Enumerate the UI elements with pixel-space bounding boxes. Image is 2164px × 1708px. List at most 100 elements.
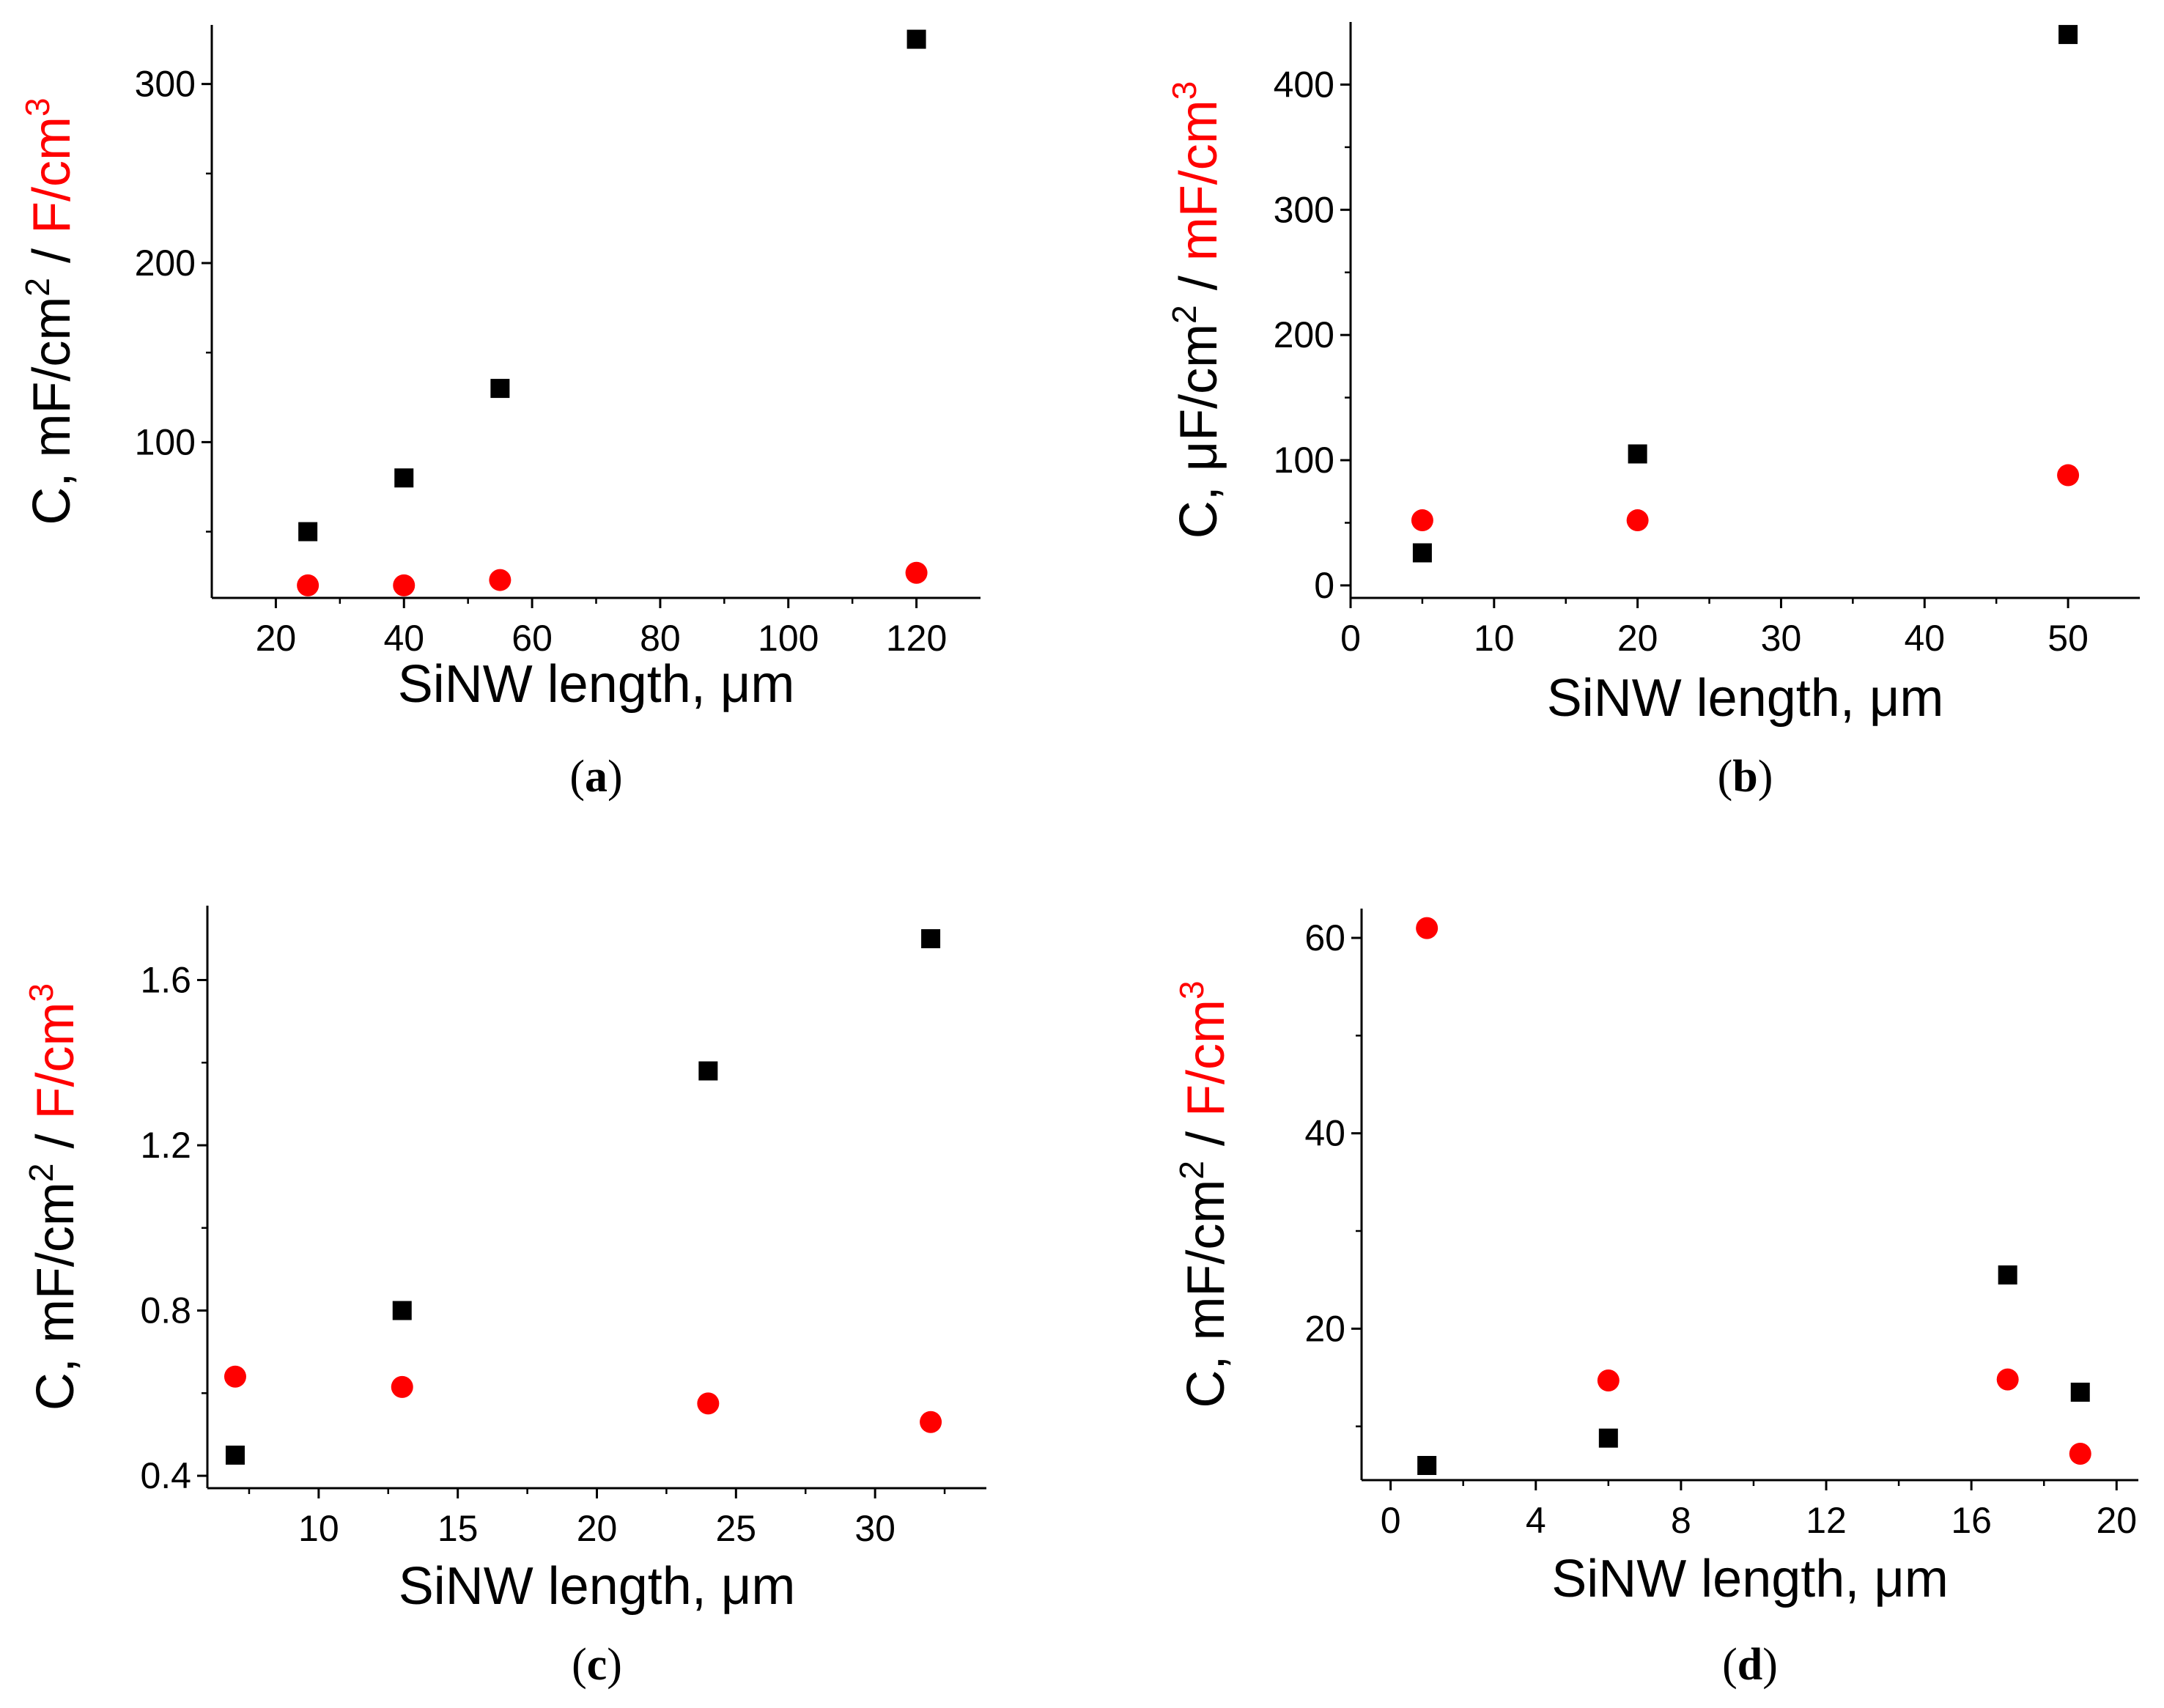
data-point-square bbox=[1998, 1265, 2017, 1284]
caption-paren-open: ( bbox=[569, 752, 585, 802]
x-tick-label: 8 bbox=[1671, 1500, 1691, 1541]
x-tick-label: 40 bbox=[1904, 618, 1945, 659]
x-tick-label: 30 bbox=[854, 1508, 895, 1549]
x-axis-label: SiNW length, μm bbox=[398, 655, 795, 714]
data-point-square bbox=[1412, 543, 1432, 563]
y-label-secondary-sup: 3 bbox=[1173, 980, 1211, 999]
x-tick-label: 120 bbox=[886, 618, 947, 659]
x-tick-label: 0 bbox=[1381, 1500, 1401, 1541]
y-label-primary-sup: 2 bbox=[22, 1164, 60, 1183]
panel-caption: (b) bbox=[1718, 752, 1773, 802]
x-axis-label: SiNW length, μm bbox=[399, 1557, 796, 1616]
y-label-separator: / bbox=[1170, 261, 1228, 305]
y-axis-label: C, μF/cm2 / mF/cm3 bbox=[1165, 81, 1228, 539]
x-axis-label: SiNW length, μm bbox=[1547, 669, 1944, 728]
caption-paren-close: ) bbox=[607, 1640, 622, 1690]
data-point-circle bbox=[1597, 1369, 1620, 1391]
panel-caption: (d) bbox=[1722, 1640, 1778, 1690]
data-point-circle bbox=[1626, 509, 1649, 532]
y-tick-label: 100 bbox=[1274, 440, 1334, 481]
caption-paren-open: ( bbox=[1722, 1640, 1738, 1690]
data-point-circle bbox=[1411, 509, 1433, 532]
y-tick-label: 300 bbox=[1274, 189, 1334, 230]
x-tick-label: 4 bbox=[1526, 1500, 1546, 1541]
y-tick-label: 40 bbox=[1304, 1113, 1345, 1154]
y-label-primary: C, μF/cm bbox=[1170, 324, 1228, 539]
x-tick-label: 25 bbox=[716, 1508, 757, 1549]
y-axis-label: C, mF/cm2 / F/cm3 bbox=[1173, 980, 1236, 1408]
data-point-circle bbox=[905, 561, 928, 584]
x-tick-label: 20 bbox=[1617, 618, 1658, 659]
y-tick-label: 400 bbox=[1274, 64, 1334, 105]
data-point-square bbox=[298, 522, 318, 541]
data-point-circle bbox=[489, 569, 512, 591]
chart-panel-b: 0 10 20 30 40 50 0 100 200 300 400 SiNW length, μm C… bbox=[1165, 22, 2140, 802]
data-point-square bbox=[698, 1061, 718, 1081]
x-tick-label: 16 bbox=[1951, 1500, 1992, 1541]
data-point-square bbox=[1628, 444, 1647, 464]
data-point-square bbox=[225, 1445, 245, 1465]
data-point-circle bbox=[2057, 464, 2080, 487]
data-point-square bbox=[1598, 1428, 1618, 1448]
caption-paren-close: ) bbox=[1762, 1640, 1778, 1690]
y-label-secondary-sup: 3 bbox=[1165, 81, 1203, 100]
x-tick-label: 20 bbox=[256, 618, 297, 659]
data-point-circle bbox=[224, 1365, 246, 1388]
chart-panel-a: 20 40 60 80 100 120 100 200 300 SiNW length, μm C,… bbox=[18, 25, 981, 802]
y-label-separator: / bbox=[23, 234, 81, 278]
y-tick-label: 200 bbox=[135, 243, 196, 284]
caption-letter: d bbox=[1738, 1640, 1762, 1690]
x-tick-label: 50 bbox=[2047, 618, 2089, 659]
data-point-circle bbox=[1416, 917, 1439, 939]
data-point-square bbox=[2058, 25, 2078, 45]
y-label-secondary-sup: 3 bbox=[22, 983, 60, 1002]
caption-paren-close: ) bbox=[608, 752, 623, 802]
y-label-separator: / bbox=[26, 1120, 85, 1164]
y-tick-label: 100 bbox=[135, 421, 196, 462]
data-point-square bbox=[394, 468, 414, 488]
x-tick-label: 20 bbox=[2096, 1500, 2137, 1541]
x-tick-label: 15 bbox=[437, 1508, 479, 1549]
y-axis-label: C, mF/cm2 / F/cm3 bbox=[18, 97, 81, 525]
x-tick-label: 12 bbox=[1806, 1500, 1847, 1541]
data-point-circle bbox=[297, 574, 320, 596]
x-tick-label: 10 bbox=[298, 1508, 339, 1549]
y-tick-label: 200 bbox=[1274, 314, 1334, 355]
panel-caption: (c) bbox=[572, 1640, 622, 1690]
caption-paren-open: ( bbox=[572, 1640, 587, 1690]
y-label-secondary-sup: 3 bbox=[18, 97, 56, 117]
x-tick-label: 80 bbox=[640, 618, 681, 659]
y-tick-label: 20 bbox=[1304, 1308, 1345, 1349]
x-tick-label: 30 bbox=[1761, 618, 1802, 659]
y-label-secondary: F/cm bbox=[26, 1002, 85, 1120]
data-point-square bbox=[392, 1301, 412, 1320]
x-tick-label: 40 bbox=[383, 618, 424, 659]
y-tick-label: 0.4 bbox=[140, 1455, 191, 1496]
y-tick-label: 60 bbox=[1304, 917, 1345, 958]
caption-paren-close: ) bbox=[1758, 752, 1773, 802]
data-point-square bbox=[906, 29, 926, 49]
data-point-square bbox=[921, 929, 941, 949]
data-point-square bbox=[1417, 1456, 1437, 1475]
chart-panel-c: 10 15 20 25 30 0.4 0.8 1.2 1.6 SiNW length, μm C, … bbox=[22, 906, 986, 1690]
y-label-primary: C, mF/cm bbox=[26, 1182, 85, 1411]
data-point-circle bbox=[697, 1392, 720, 1415]
x-axis-label: SiNW length, μm bbox=[1551, 1550, 1949, 1608]
x-tick-label: 20 bbox=[577, 1508, 618, 1549]
x-tick-label: 0 bbox=[1340, 618, 1361, 659]
y-label-primary: C, mF/cm bbox=[23, 297, 81, 525]
y-tick-label: 1.6 bbox=[140, 959, 191, 1000]
data-point-circle bbox=[920, 1411, 942, 1433]
chart-panel-d: 0 4 8 12 16 20 20 40 60 SiNW length, μm C, mF/cm2 … bbox=[1173, 909, 2138, 1690]
caption-letter: b bbox=[1732, 752, 1757, 802]
caption-letter: c bbox=[587, 1640, 608, 1690]
data-point-square bbox=[2070, 1383, 2090, 1402]
y-tick-label: 0 bbox=[1314, 565, 1334, 606]
data-point-circle bbox=[2069, 1443, 2091, 1465]
panel-caption: (a) bbox=[569, 752, 622, 802]
y-tick-label: 300 bbox=[135, 64, 196, 105]
x-tick-label: 60 bbox=[512, 618, 553, 659]
y-label-secondary: F/cm bbox=[23, 117, 81, 234]
y-label-primary-sup: 2 bbox=[1165, 305, 1203, 324]
